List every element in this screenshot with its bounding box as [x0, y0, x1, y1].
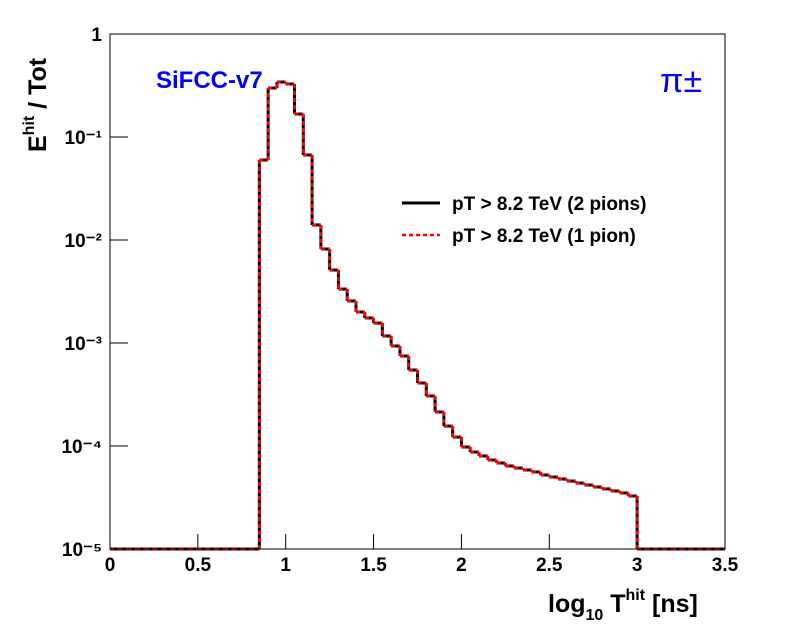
x-tick-label: 2 — [456, 555, 467, 576]
y-tick-label: 10⁻⁵ — [62, 540, 102, 561]
y-tick-label: 10⁻³ — [65, 334, 103, 355]
legend-label: pT > 8.2 TeV (2 pions) — [452, 194, 646, 215]
y-tick-label: 10⁻¹ — [65, 128, 103, 149]
y-tick-label: 1 — [91, 25, 102, 46]
annotation: π± — [660, 62, 702, 100]
y-axis-label-part: / Tot — [24, 57, 52, 116]
x-tick-label: 0 — [105, 555, 116, 576]
x-tick-label: 2.5 — [536, 555, 563, 576]
annotation: SiFCC-v7 — [156, 67, 263, 94]
y-axis-label: Ehit / Tot — [21, 57, 52, 152]
x-axis-label-part: T — [603, 590, 625, 618]
x-tick-label: 3.5 — [712, 555, 739, 576]
y-tick-label: 10⁻² — [65, 231, 103, 252]
x-axis-label-part: log — [548, 590, 586, 618]
x-tick-label: 1.5 — [360, 555, 387, 576]
x-tick-label: 1 — [280, 555, 291, 576]
legend-label: pT > 8.2 TeV (1 pion) — [452, 226, 636, 247]
x-axis-label-part: hit — [626, 587, 646, 604]
x-tick-label: 0.5 — [185, 555, 212, 576]
y-axis-label-part: E — [24, 135, 52, 152]
x-axis-label: log10 Thit [ns] — [548, 587, 698, 624]
plot-frame — [109, 33, 726, 550]
y-axis-label-part: hit — [21, 115, 38, 135]
x-axis-label-part: [ns] — [645, 590, 698, 618]
x-tick-label: 3 — [632, 555, 643, 576]
x-axis-label-part: 10 — [586, 607, 604, 624]
y-tick-label: 10⁻⁴ — [61, 437, 102, 458]
